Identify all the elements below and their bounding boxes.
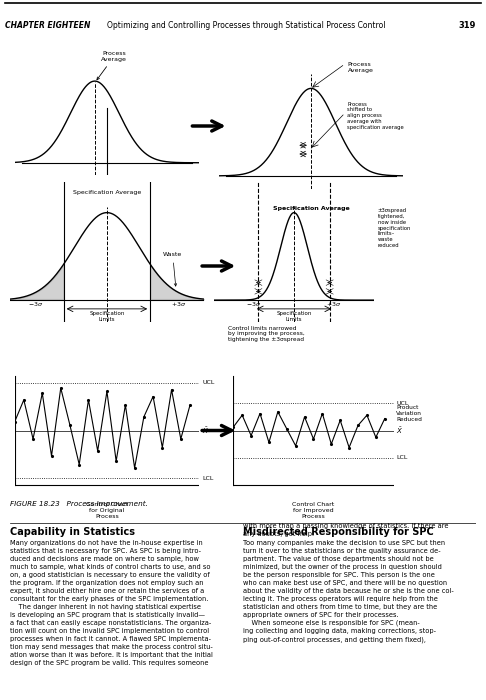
Text: Optimizing and Controlling Processes through Statistical Process Control: Optimizing and Controlling Processes thr… [107, 20, 385, 29]
Text: Many organizations do not have the in-house expertise in
statistics that is nece: Many organizations do not have the in-ho… [10, 540, 212, 666]
Text: $+3\sigma$: $+3\sigma$ [327, 300, 342, 308]
Text: Specification Average: Specification Average [73, 190, 141, 195]
Text: Control Chart
for Improved
Process: Control Chart for Improved Process [293, 502, 334, 519]
Text: LCL: LCL [397, 455, 408, 460]
Text: Capability in Statistics: Capability in Statistics [10, 527, 135, 537]
Text: $\bar{X}$: $\bar{X}$ [397, 426, 403, 435]
Text: UCL: UCL [202, 380, 214, 386]
Text: LCL: LCL [202, 475, 213, 481]
Text: CHAPTER EIGHTEEN: CHAPTER EIGHTEEN [5, 20, 90, 29]
Text: Specification Average: Specification Average [273, 206, 349, 211]
Text: FIGURE 18.23   Process Improvement.: FIGURE 18.23 Process Improvement. [10, 501, 148, 507]
Text: Product
Variation
Reduced: Product Variation Reduced [397, 405, 422, 422]
Text: Process
Average: Process Average [347, 62, 373, 73]
Text: Process
Average: Process Average [97, 51, 127, 80]
Text: Process
shifted to
align process
average with
specification average: Process shifted to align process average… [347, 102, 404, 130]
Text: $-3\sigma$: $-3\sigma$ [28, 300, 43, 308]
Text: $+3\sigma$: $+3\sigma$ [171, 300, 186, 308]
Text: Specification
Limits: Specification Limits [277, 312, 312, 322]
Text: UCL: UCL [397, 401, 409, 406]
Text: ±3σspread
tightened,
now inside
specification
limits–
waste
reduced: ±3σspread tightened, now inside specific… [378, 209, 411, 248]
Text: Waste: Waste [163, 253, 182, 286]
Text: Control Chart
for Original
Process: Control Chart for Original Process [86, 502, 128, 519]
Text: Misdirected Responsibility for SPC: Misdirected Responsibility for SPC [243, 527, 434, 537]
Text: Specification
Limits: Specification Limits [89, 312, 124, 322]
Text: $-3\sigma$: $-3\sigma$ [246, 300, 261, 308]
Text: 319: 319 [459, 20, 476, 29]
Text: Control limits narrowed
by improving the process,
tightening the ±3σspread: Control limits narrowed by improving the… [228, 326, 305, 342]
Text: Too many companies make the decision to use SPC but then
turn it over to the sta: Too many companies make the decision to … [243, 540, 454, 643]
Text: $\bar{X}$: $\bar{X}$ [202, 426, 209, 435]
Text: with more than a passing knowledge of statistics. If there are
any doubts, get h: with more than a passing knowledge of st… [243, 522, 449, 536]
